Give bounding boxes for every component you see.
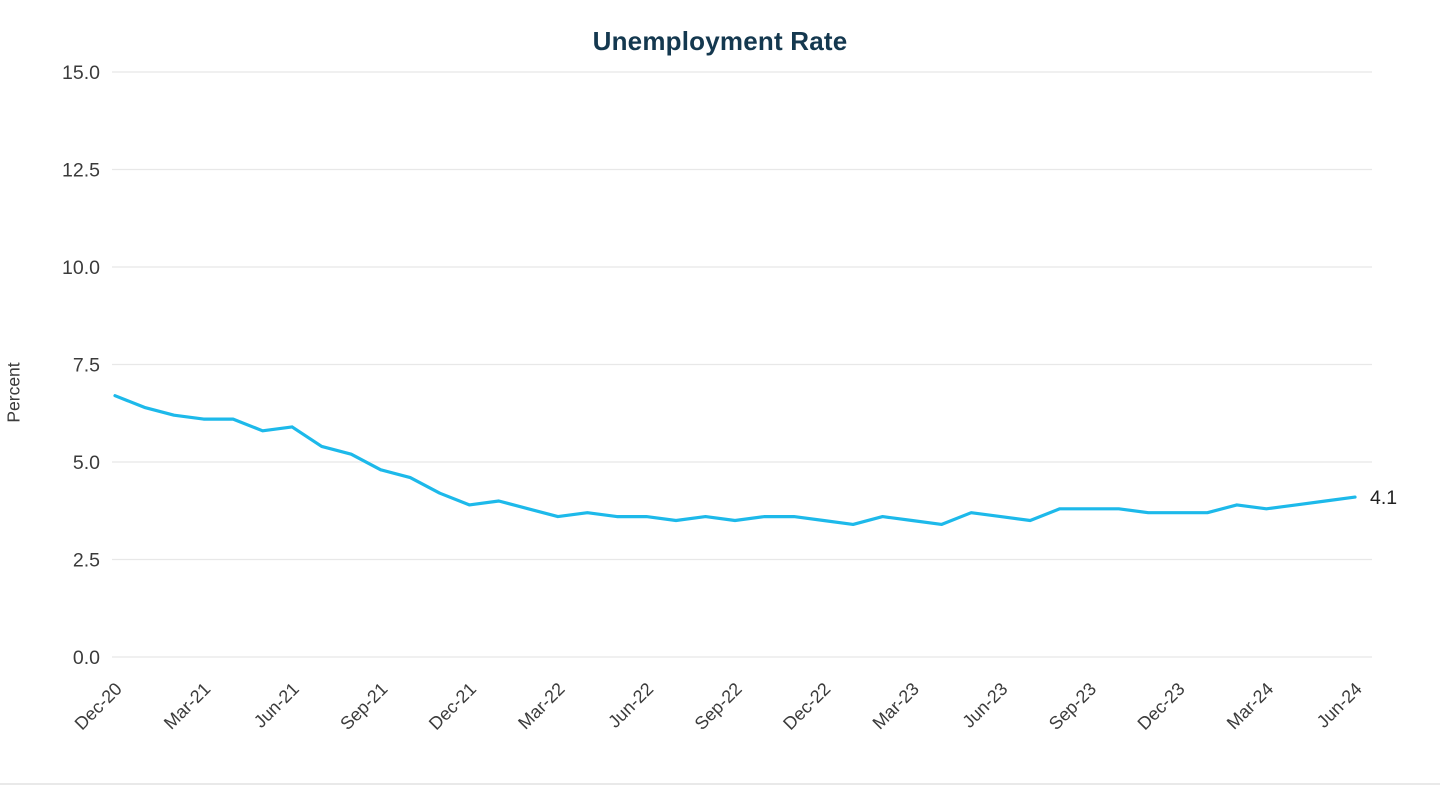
x-tick-label: Mar-24 — [1223, 679, 1277, 733]
x-tick-label: Sep-23 — [1045, 679, 1100, 734]
y-tick-label: 2.5 — [73, 550, 100, 572]
x-tick-label: Dec-20 — [71, 679, 126, 734]
x-tick-label: Mar-22 — [514, 679, 568, 733]
x-tick-label: Dec-22 — [779, 679, 834, 734]
x-tick-label: Sep-21 — [336, 679, 391, 734]
y-tick-label: 12.5 — [62, 160, 100, 182]
y-tick-label: 10.0 — [62, 257, 100, 279]
y-tick-label: 15.0 — [62, 62, 100, 84]
y-tick-label: 7.5 — [73, 355, 100, 377]
x-tick-label: Dec-21 — [425, 679, 480, 734]
series-line-unemployment-rate — [113, 394, 1357, 527]
y-tick-label: 0.0 — [73, 647, 100, 669]
x-tick-label: Sep-22 — [691, 679, 746, 734]
y-tick-label: 5.0 — [73, 452, 100, 474]
x-tick-label: Dec-23 — [1134, 679, 1189, 734]
x-tick-label: Jun-22 — [604, 679, 657, 732]
x-tick-label: Jun-24 — [1313, 679, 1366, 732]
bottom-divider — [0, 783, 1440, 785]
x-tick-label: Mar-21 — [160, 679, 214, 733]
end-value-label: 4.1 — [1370, 487, 1397, 509]
x-tick-label: Jun-23 — [958, 679, 1011, 732]
x-tick-label: Jun-21 — [250, 679, 303, 732]
x-tick-label: Mar-23 — [869, 679, 923, 733]
chart-title: Unemployment Rate — [592, 26, 848, 56]
